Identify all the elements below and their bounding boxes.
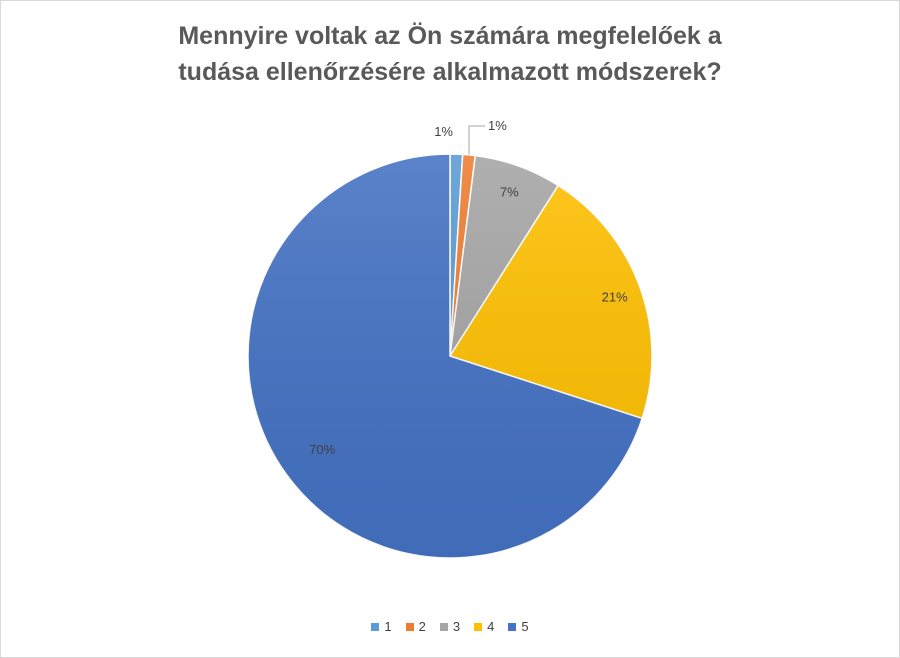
legend-item-4: 4 — [474, 619, 494, 634]
data-label-4: 21% — [602, 290, 628, 305]
chart-title: Mennyire voltak az Ön számára megfelelőe… — [0, 18, 900, 90]
legend-swatch — [474, 622, 483, 631]
legend-label: 3 — [452, 619, 461, 634]
legend-label: 4 — [487, 619, 495, 634]
legend-swatch — [405, 622, 414, 631]
data-label-5: 70% — [309, 442, 335, 457]
legend-label: 5 — [521, 619, 529, 634]
legend-swatch — [371, 622, 380, 631]
data-label-1: 1% — [434, 124, 453, 139]
chart-title-line-1: Mennyire voltak az Ön számára megfelelőe… — [178, 22, 722, 50]
data-label-2: 1% — [488, 118, 507, 133]
legend-item-2: 2 — [405, 619, 426, 634]
legend-item-3: 3 — [439, 619, 461, 634]
legend-item-5: 5 — [508, 619, 529, 634]
legend-swatch — [508, 622, 517, 631]
chart-legend: 1 2 3 4 5 — [0, 619, 900, 634]
legend-label: 2 — [418, 619, 426, 634]
data-label-3: 7% — [500, 184, 519, 199]
chart-title-line-2: tudása ellenőrzésére alkalmazott módszer… — [178, 58, 722, 86]
leader-line-2 — [468, 125, 485, 155]
legend-item-1: 1 — [371, 619, 392, 634]
legend-label: 1 — [384, 619, 392, 634]
legend-swatch — [439, 622, 448, 631]
